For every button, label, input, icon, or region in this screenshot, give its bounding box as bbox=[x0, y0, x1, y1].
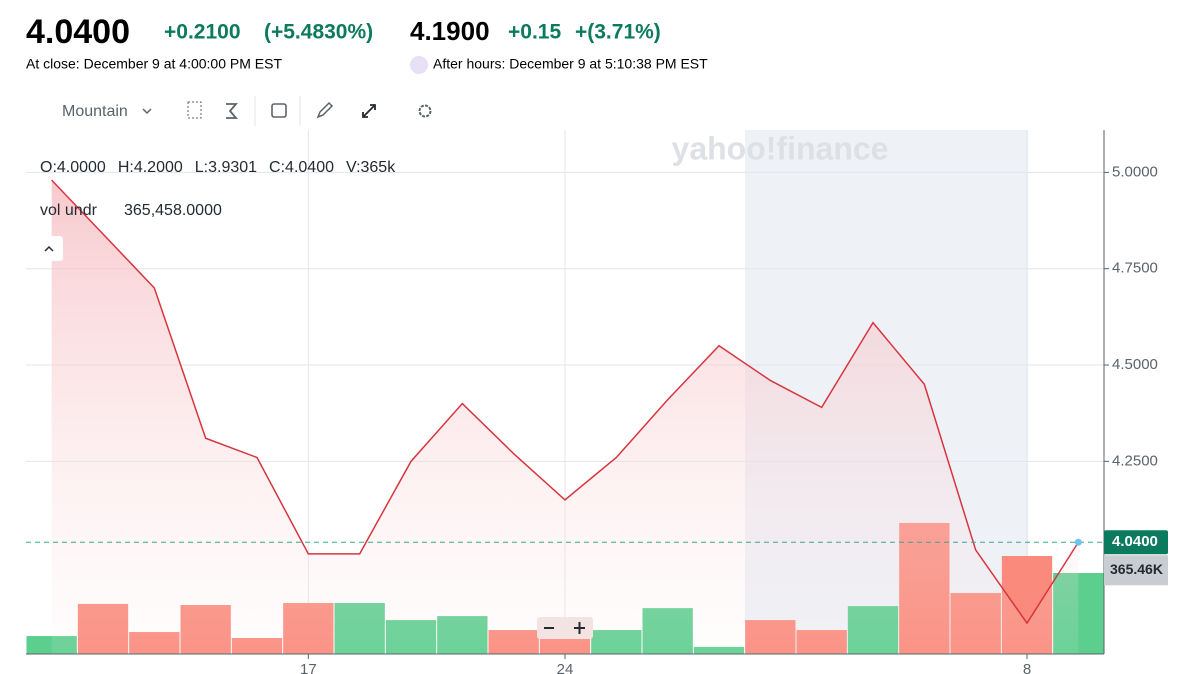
last-price-label: 4.0400 bbox=[1112, 533, 1158, 550]
after-note: After hours: December 9 at 5:10:38 PM ES… bbox=[433, 56, 708, 72]
zoom-control bbox=[537, 617, 593, 639]
study-value: 365,458.0000 bbox=[124, 202, 222, 219]
last-volume-box bbox=[1104, 555, 1168, 586]
zoom-buttons[interactable] bbox=[544, 622, 585, 634]
x-tick-label: 8 bbox=[1023, 661, 1031, 674]
y-tick-label: 4.2500 bbox=[1112, 452, 1158, 469]
price: 4.0400 bbox=[26, 13, 130, 51]
dropdown-icon[interactable] bbox=[142, 108, 152, 115]
draw-icon[interactable] bbox=[316, 101, 334, 119]
legend: O:4.0000 H:4.2000 L:3.9301 C:4.0400 V:365k v… bbox=[38, 159, 396, 261]
line bbox=[51, 179, 1079, 625]
y-tick-label: 5.0000 bbox=[1112, 163, 1158, 180]
ohlc-item: C:4.0400 bbox=[269, 159, 334, 176]
ohlc-item: O:4.0000 bbox=[40, 159, 106, 176]
date-icon[interactable] bbox=[271, 103, 287, 118]
change: +0.2100 bbox=[164, 21, 241, 44]
ohlc-item: H:4.2000 bbox=[118, 159, 183, 176]
last-price-box bbox=[1104, 530, 1168, 555]
ohlc-item: V:365k bbox=[346, 159, 396, 176]
close-note: At close: December 9 at 4:00:00 PM EST bbox=[26, 56, 282, 72]
after-hours-icon bbox=[410, 56, 428, 74]
toolbar: Mountain bbox=[62, 96, 432, 126]
watermark: yahoo!finance bbox=[672, 130, 889, 166]
area bbox=[51, 180, 1079, 654]
study-name: vol undr bbox=[40, 202, 98, 219]
x-tick-label: 17 bbox=[300, 661, 317, 674]
expand-icon[interactable] bbox=[362, 104, 376, 118]
after-change: +0.15 bbox=[508, 21, 561, 44]
last-volume-label: 365.46K bbox=[1110, 561, 1163, 577]
collapse-icon[interactable] bbox=[44, 245, 54, 252]
x-tick-label: 24 bbox=[557, 661, 574, 674]
y-tick-label: 4.5000 bbox=[1112, 356, 1158, 373]
change-pct: (+5.4830%) bbox=[264, 21, 373, 44]
after-price: 4.1900 bbox=[410, 16, 490, 46]
ohlc-item: L:3.9301 bbox=[195, 159, 257, 176]
after-pct: +(3.71%) bbox=[575, 21, 661, 44]
header: 4.0400 +0.2100 (+5.4830%) At close: Dece… bbox=[26, 13, 708, 74]
chart-type-button[interactable]: Mountain bbox=[62, 103, 128, 120]
compare-icon[interactable] bbox=[187, 101, 202, 119]
ohlc-legend: O:4.0000 H:4.2000 L:3.9301 C:4.0400 V:365k bbox=[40, 159, 396, 176]
y-tick-label: 4.7500 bbox=[1112, 260, 1158, 277]
last-point bbox=[1074, 538, 1082, 546]
settings-icon[interactable] bbox=[418, 104, 432, 118]
indicators-icon[interactable] bbox=[226, 103, 238, 119]
